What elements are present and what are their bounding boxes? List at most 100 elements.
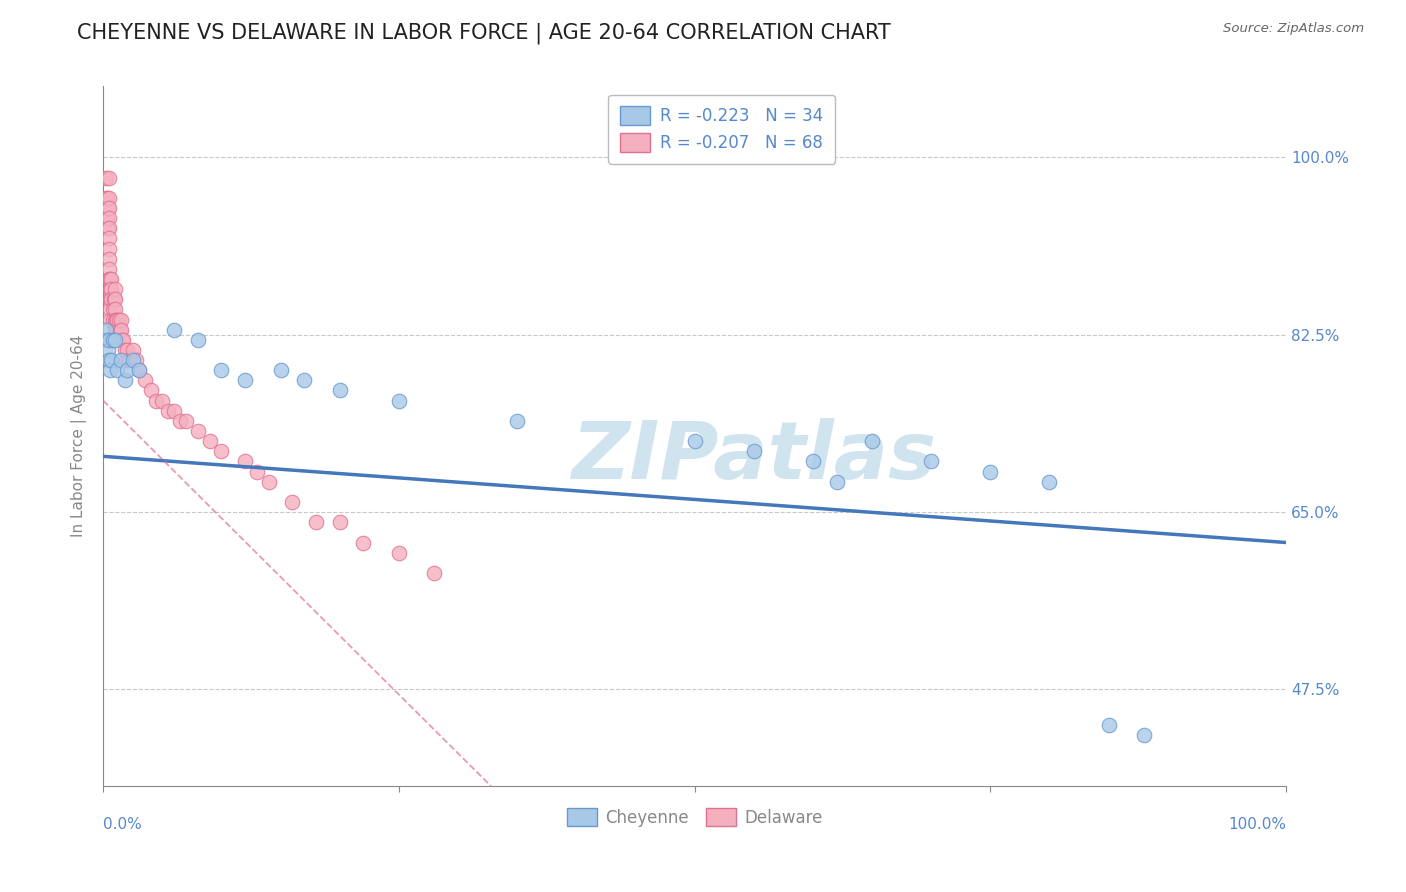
Point bbox=[107, 312, 129, 326]
Point bbox=[139, 384, 162, 398]
Point bbox=[860, 434, 883, 449]
Point bbox=[101, 312, 124, 326]
Point bbox=[105, 312, 128, 326]
Point bbox=[107, 312, 129, 326]
Point bbox=[114, 353, 136, 368]
Point bbox=[108, 323, 131, 337]
Point bbox=[134, 373, 156, 387]
Point bbox=[107, 363, 129, 377]
Point bbox=[104, 292, 127, 306]
Point bbox=[98, 272, 121, 286]
Point bbox=[114, 373, 136, 387]
Point bbox=[683, 434, 706, 449]
Point bbox=[920, 454, 942, 468]
Y-axis label: In Labor Force | Age 20-64: In Labor Force | Age 20-64 bbox=[72, 334, 87, 537]
Point bbox=[423, 566, 446, 580]
Point bbox=[329, 384, 352, 398]
Point bbox=[100, 272, 122, 286]
Point bbox=[100, 292, 122, 306]
Point bbox=[94, 191, 117, 205]
Point bbox=[101, 302, 124, 317]
Point bbox=[163, 323, 186, 337]
Point bbox=[187, 333, 209, 347]
Point bbox=[257, 475, 280, 489]
Point bbox=[98, 242, 121, 256]
Text: CHEYENNE VS DELAWARE IN LABOR FORCE | AGE 20-64 CORRELATION CHART: CHEYENNE VS DELAWARE IN LABOR FORCE | AG… bbox=[77, 22, 891, 44]
Point bbox=[233, 454, 256, 468]
Point bbox=[825, 475, 848, 489]
Point bbox=[98, 312, 121, 326]
Point bbox=[96, 333, 118, 347]
Point bbox=[98, 211, 121, 226]
Point bbox=[98, 191, 121, 205]
Point bbox=[98, 231, 121, 245]
Point bbox=[98, 201, 121, 215]
Point bbox=[98, 261, 121, 276]
Point bbox=[110, 353, 132, 368]
Point bbox=[98, 252, 121, 266]
Point bbox=[98, 302, 121, 317]
Point bbox=[211, 444, 233, 458]
Point bbox=[174, 414, 197, 428]
Point bbox=[150, 393, 173, 408]
Point bbox=[1133, 728, 1156, 742]
Point bbox=[506, 414, 529, 428]
Point bbox=[163, 403, 186, 417]
Point bbox=[104, 302, 127, 317]
Text: Source: ZipAtlas.com: Source: ZipAtlas.com bbox=[1223, 22, 1364, 36]
Point bbox=[233, 373, 256, 387]
Point bbox=[98, 282, 121, 296]
Point bbox=[801, 454, 824, 468]
Point bbox=[145, 393, 167, 408]
Point bbox=[121, 353, 143, 368]
Point bbox=[94, 170, 117, 185]
Point bbox=[98, 272, 121, 286]
Point bbox=[281, 495, 304, 509]
Point bbox=[104, 333, 127, 347]
Point bbox=[98, 170, 121, 185]
Point bbox=[96, 211, 118, 226]
Text: 0.0%: 0.0% bbox=[103, 817, 142, 832]
Point bbox=[157, 403, 180, 417]
Point bbox=[94, 323, 117, 337]
Point bbox=[388, 546, 411, 560]
Point bbox=[97, 221, 120, 235]
Legend: Cheyenne, Delaware: Cheyenne, Delaware bbox=[560, 801, 830, 833]
Point bbox=[742, 444, 765, 458]
Point bbox=[305, 515, 328, 529]
Point bbox=[329, 515, 352, 529]
Point bbox=[1038, 475, 1060, 489]
Point bbox=[98, 292, 121, 306]
Point bbox=[112, 333, 135, 347]
Point bbox=[187, 424, 209, 438]
Point bbox=[98, 221, 121, 235]
Point bbox=[211, 363, 233, 377]
Point bbox=[104, 282, 127, 296]
Text: 100.0%: 100.0% bbox=[1227, 817, 1286, 832]
Point bbox=[121, 343, 143, 357]
Point bbox=[1097, 718, 1119, 732]
Point bbox=[110, 312, 132, 326]
Point bbox=[270, 363, 292, 377]
Point bbox=[97, 201, 120, 215]
Point bbox=[115, 343, 138, 357]
Point bbox=[125, 353, 148, 368]
Point bbox=[103, 292, 125, 306]
Point bbox=[100, 282, 122, 296]
Point bbox=[110, 323, 132, 337]
Point bbox=[388, 393, 411, 408]
Text: ZIPatlas: ZIPatlas bbox=[571, 418, 936, 496]
Point bbox=[98, 333, 121, 347]
Point bbox=[100, 353, 122, 368]
Point bbox=[111, 333, 134, 347]
Point bbox=[169, 414, 191, 428]
Point bbox=[198, 434, 221, 449]
Point bbox=[101, 333, 124, 347]
Point bbox=[128, 363, 150, 377]
Point bbox=[98, 363, 121, 377]
Point bbox=[246, 465, 269, 479]
Point bbox=[96, 191, 118, 205]
Point bbox=[292, 373, 315, 387]
Point bbox=[107, 323, 129, 337]
Point bbox=[97, 343, 120, 357]
